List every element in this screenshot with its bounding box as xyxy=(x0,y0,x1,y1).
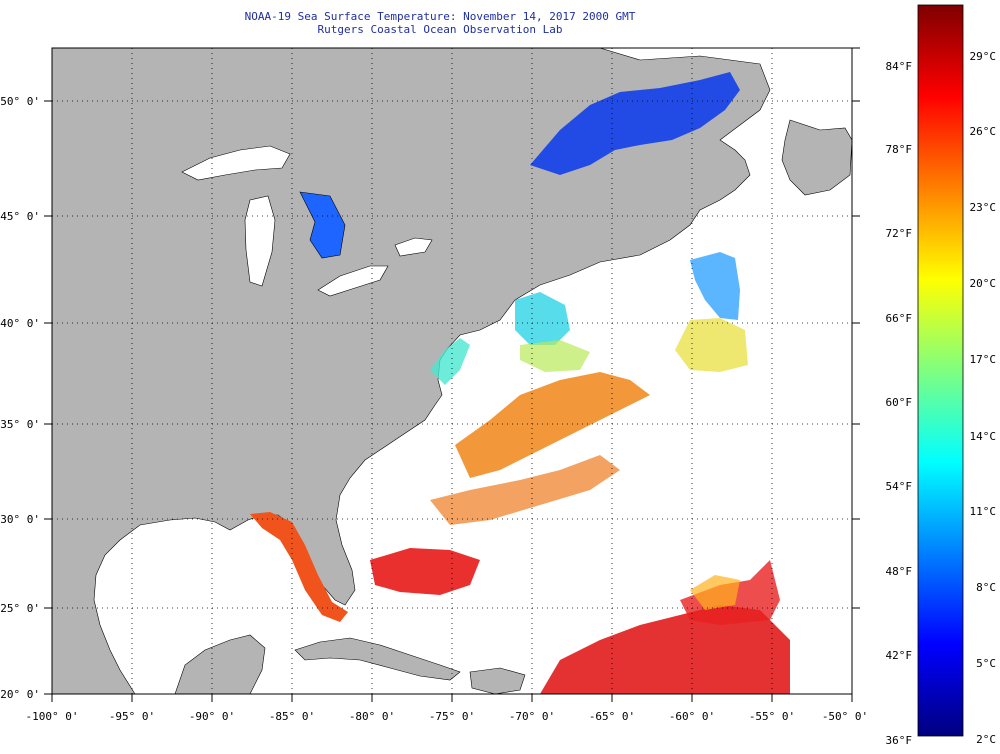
lon-label: -95° 0' xyxy=(109,710,155,723)
celsius-label: 29°C xyxy=(970,50,997,63)
colorbar-celsius-labels: 29°C 26°C 23°C 20°C 17°C 14°C 11°C 8°C 5… xyxy=(970,50,997,746)
lake-ontario xyxy=(394,237,433,257)
sst-grand-banks xyxy=(690,252,740,320)
sst-st-lawrence xyxy=(530,72,740,175)
sst-slope-green xyxy=(520,340,590,372)
lake-erie xyxy=(317,265,389,297)
lat-label: 35° 0' xyxy=(0,418,40,431)
lat-label: 20° 0' xyxy=(0,688,40,701)
lon-label: -80° 0' xyxy=(349,710,395,723)
sst-slope-yellow xyxy=(675,318,748,372)
lon-label: -70° 0' xyxy=(509,710,555,723)
colorbar xyxy=(917,4,964,737)
graticule xyxy=(52,48,852,694)
lon-label: -85° 0' xyxy=(269,710,315,723)
lat-label: 40° 0' xyxy=(0,317,40,330)
sst-florida-west xyxy=(250,512,348,622)
celsius-label: 20°C xyxy=(970,277,997,290)
land-cuba xyxy=(294,637,461,681)
celsius-label: 17°C xyxy=(970,353,997,366)
lon-label: -50° 0' xyxy=(822,710,868,723)
land-hispaniola xyxy=(469,667,526,694)
lat-label: 30° 0' xyxy=(0,513,40,526)
lon-label: -65° 0' xyxy=(589,710,635,723)
celsius-label: 14°C xyxy=(970,430,997,443)
lon-label: -100° 0' xyxy=(26,710,79,723)
sst-bahamas-red xyxy=(370,548,480,595)
fahrenheit-label: 84°F xyxy=(886,60,913,73)
lon-label: -75° 0' xyxy=(429,710,475,723)
lat-label: 25° 0' xyxy=(0,602,40,615)
sst-sargasso-orange xyxy=(430,455,620,525)
celsius-label: 11°C xyxy=(970,505,997,518)
lon-label: -60° 0' xyxy=(669,710,715,723)
latitude-labels: 50° 0' 45° 0' 40° 0' 35° 0' 30° 0' 25° 0… xyxy=(0,95,40,701)
lat-label: 45° 0' xyxy=(0,210,40,223)
land-newfoundland xyxy=(781,119,852,196)
map-title: NOAA-19 Sea Surface Temperature: Novembe… xyxy=(244,10,636,23)
fahrenheit-label: 54°F xyxy=(886,480,913,493)
lon-label: -55° 0' xyxy=(749,710,795,723)
fahrenheit-label: 48°F xyxy=(886,565,913,578)
sst-mid-atlantic-shelf xyxy=(430,338,470,385)
lon-label: -90° 0' xyxy=(189,710,235,723)
celsius-label: 2°C xyxy=(976,733,996,746)
celsius-label: 26°C xyxy=(970,125,997,138)
fahrenheit-label: 72°F xyxy=(886,227,913,240)
map-ticks xyxy=(44,47,860,702)
land-yucatan xyxy=(174,634,266,694)
fahrenheit-label: 78°F xyxy=(886,143,913,156)
celsius-label: 5°C xyxy=(976,657,996,670)
fahrenheit-label: 42°F xyxy=(886,649,913,662)
fahrenheit-label: 66°F xyxy=(886,312,913,325)
longitude-labels: -100° 0' -95° 0' -90° 0' -85° 0' -80° 0'… xyxy=(26,710,869,723)
map-subtitle: Rutgers Coastal Ocean Observation Lab xyxy=(317,23,563,36)
sst-gulf-stream xyxy=(455,372,650,478)
fahrenheit-label: 60°F xyxy=(886,396,913,409)
sst-gulf-of-maine xyxy=(515,292,570,345)
celsius-label: 23°C xyxy=(970,201,997,214)
land-north-america xyxy=(52,48,771,694)
sst-caribbean-red xyxy=(540,605,790,694)
lake-huron xyxy=(299,191,346,259)
sst-south-orange xyxy=(690,575,740,610)
lake-michigan xyxy=(244,195,276,287)
lat-label: 50° 0' xyxy=(0,95,40,108)
lake-superior xyxy=(181,145,291,181)
celsius-label: 8°C xyxy=(976,581,996,594)
fahrenheit-label: 36°F xyxy=(886,734,913,747)
colorbar-fahrenheit-labels: 84°F 78°F 72°F 66°F 60°F 54°F 48°F 42°F … xyxy=(886,60,913,747)
